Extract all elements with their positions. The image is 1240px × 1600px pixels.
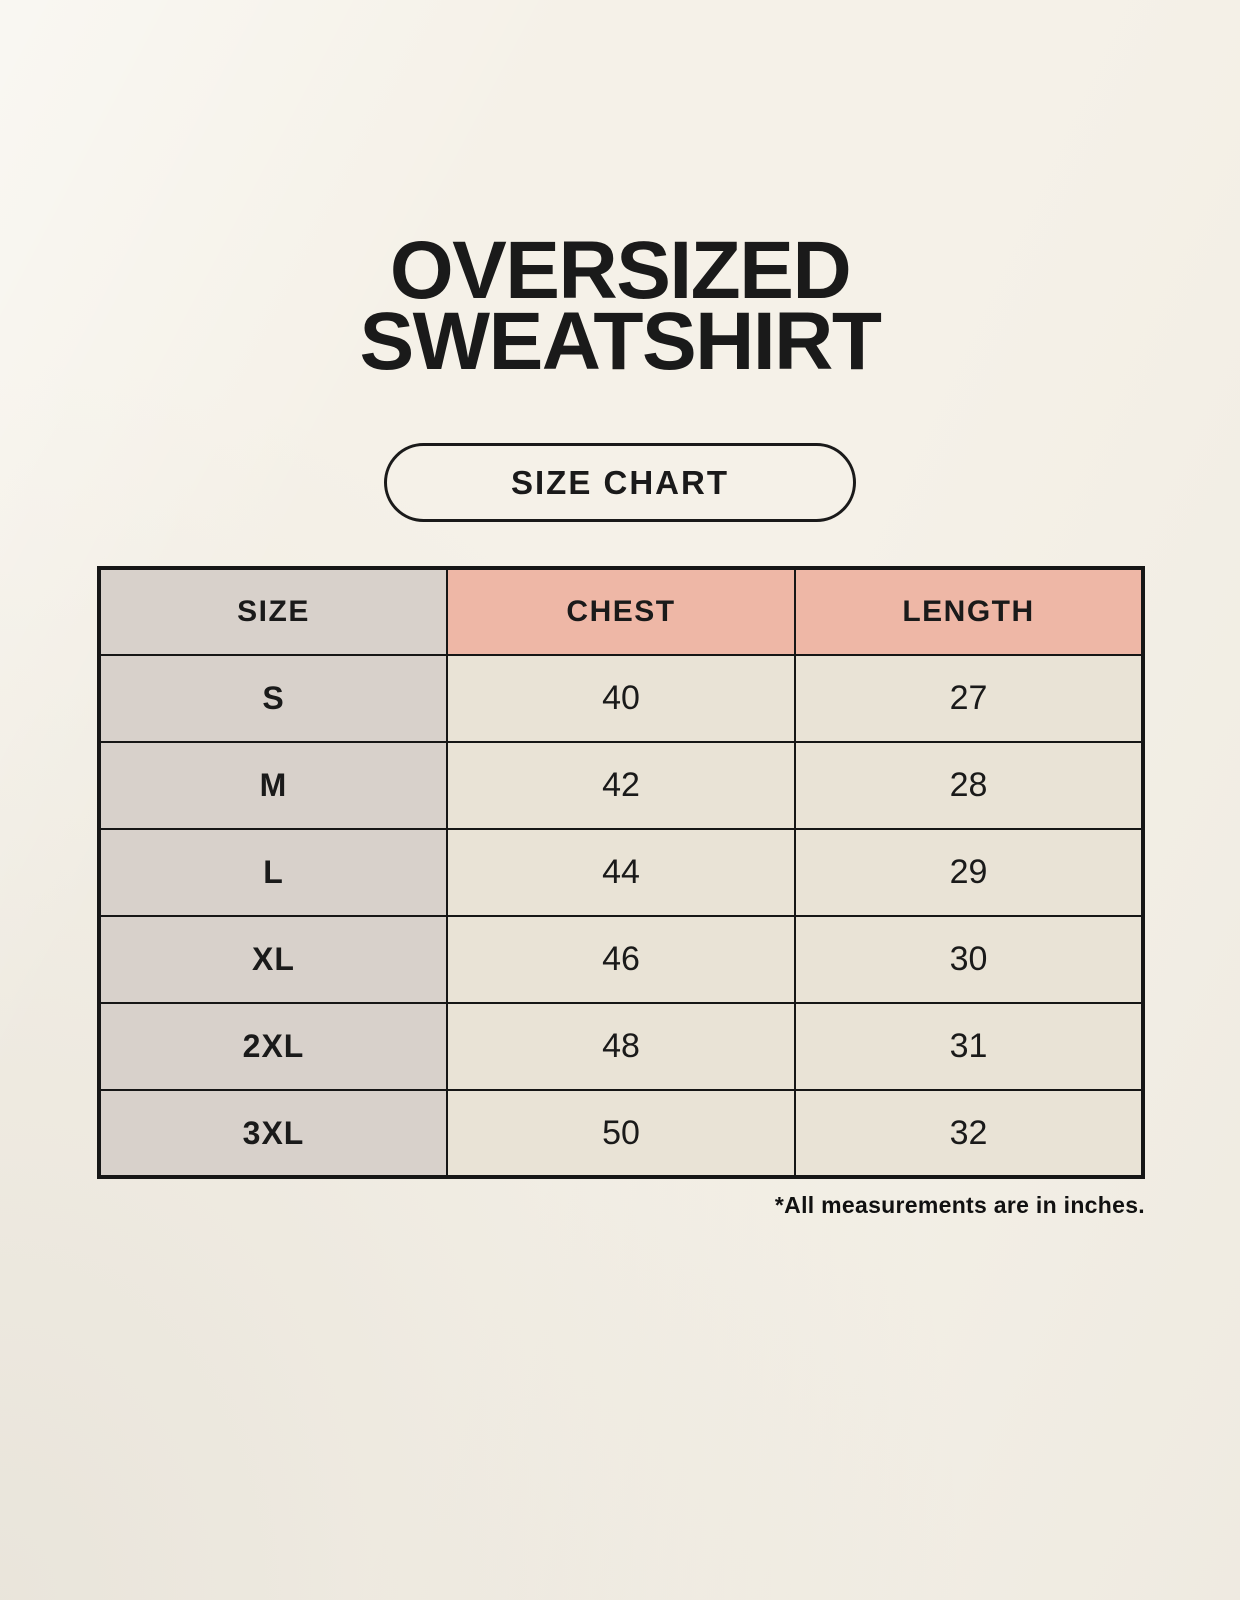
column-header-chest: CHEST bbox=[446, 567, 796, 656]
table-header-row: SIZE CHEST LENGTH bbox=[98, 567, 1144, 656]
length-cell: 27 bbox=[794, 654, 1144, 743]
length-cell: 31 bbox=[794, 1002, 1144, 1091]
table-row: M 42 28 bbox=[98, 741, 1144, 830]
chest-cell: 48 bbox=[446, 1002, 796, 1091]
size-chart-button[interactable]: SIZE CHART bbox=[384, 443, 856, 522]
page-title: OVERSIZED SWEATSHIRT bbox=[0, 225, 1240, 387]
size-cell: L bbox=[98, 828, 448, 917]
size-cell: 3XL bbox=[98, 1089, 448, 1178]
size-cell: M bbox=[98, 741, 448, 830]
table-row: L 44 29 bbox=[98, 828, 1144, 917]
length-cell: 30 bbox=[794, 915, 1144, 1004]
page-title-line-2: SWEATSHIRT bbox=[359, 295, 882, 387]
size-cell: S bbox=[98, 654, 448, 743]
table-row: XL 46 30 bbox=[98, 915, 1144, 1004]
chest-cell: 40 bbox=[446, 654, 796, 743]
table-row: 2XL 48 31 bbox=[98, 1002, 1144, 1091]
page-title-line-1: OVERSIZED bbox=[389, 225, 852, 316]
size-chart-table: SIZE CHEST LENGTH S 40 27 M 42 28 L 44 2… bbox=[97, 566, 1145, 1179]
chest-cell: 42 bbox=[446, 741, 796, 830]
column-header-length: LENGTH bbox=[794, 567, 1144, 656]
length-cell: 32 bbox=[794, 1089, 1144, 1178]
size-cell: 2XL bbox=[98, 1002, 448, 1091]
measurements-footnote: *All measurements are in inches. bbox=[774, 1192, 1145, 1218]
chest-cell: 46 bbox=[446, 915, 796, 1004]
chest-cell: 50 bbox=[446, 1089, 796, 1178]
chest-cell: 44 bbox=[446, 828, 796, 917]
size-chart-button-label: SIZE CHART bbox=[511, 463, 729, 501]
table-row: S 40 27 bbox=[98, 654, 1144, 743]
column-header-size: SIZE bbox=[98, 567, 448, 656]
length-cell: 29 bbox=[794, 828, 1144, 917]
length-cell: 28 bbox=[794, 741, 1144, 830]
size-cell: XL bbox=[98, 915, 448, 1004]
table-row: 3XL 50 32 bbox=[98, 1089, 1144, 1178]
